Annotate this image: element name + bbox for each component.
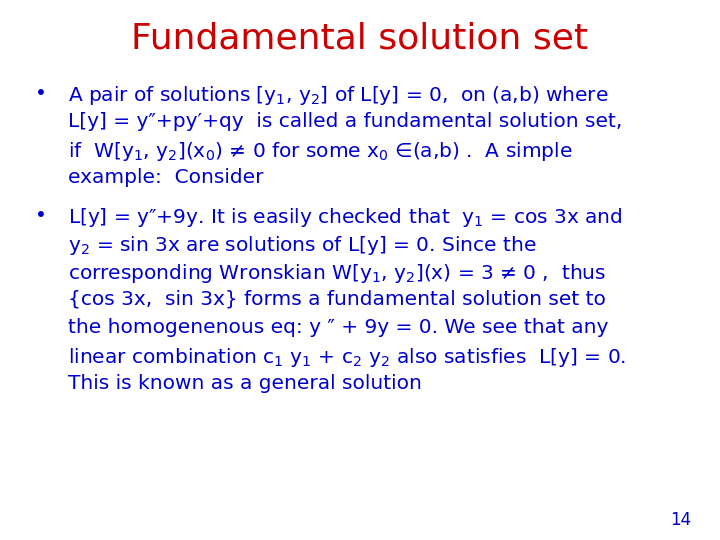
- Text: Fundamental solution set: Fundamental solution set: [132, 22, 588, 56]
- Text: •: •: [35, 84, 46, 103]
- Text: 14: 14: [670, 511, 691, 529]
- Text: y$_2$ = sin 3x are solutions of L[y] = 0. Since the: y$_2$ = sin 3x are solutions of L[y] = 0…: [68, 234, 537, 257]
- Text: •: •: [35, 206, 46, 225]
- Text: example:  Consider: example: Consider: [68, 168, 264, 187]
- Text: the homogenenous eq: y ″ + 9y = 0. We see that any: the homogenenous eq: y ″ + 9y = 0. We se…: [68, 318, 609, 337]
- Text: L[y] = y″+py′+qy  is called a fundamental solution set,: L[y] = y″+py′+qy is called a fundamental…: [68, 112, 623, 131]
- Text: if  W[y$_1$, y$_2$](x$_0$) ≠ 0 for some x$_0$ ∈(a,b) .  A simple: if W[y$_1$, y$_2$](x$_0$) ≠ 0 for some x…: [68, 140, 573, 163]
- Text: L[y] = y″+9y. It is easily checked that  y$_1$ = cos 3x and: L[y] = y″+9y. It is easily checked that …: [68, 206, 623, 229]
- Text: A pair of solutions [y$_1$, y$_2$] of L[y] = 0,  on (a,b) where: A pair of solutions [y$_1$, y$_2$] of L[…: [68, 84, 609, 107]
- Text: linear combination c$_1$ y$_1$ + c$_2$ y$_2$ also satisfies  L[y] = 0.: linear combination c$_1$ y$_1$ + c$_2$ y…: [68, 346, 626, 369]
- Text: corresponding Wronskian W[y$_1$, y$_2$](x) = 3 ≠ 0 ,  thus: corresponding Wronskian W[y$_1$, y$_2$](…: [68, 262, 606, 285]
- Text: This is known as a general solution: This is known as a general solution: [68, 374, 422, 393]
- Text: {cos 3x,  sin 3x} forms a fundamental solution set to: {cos 3x, sin 3x} forms a fundamental sol…: [68, 290, 606, 309]
